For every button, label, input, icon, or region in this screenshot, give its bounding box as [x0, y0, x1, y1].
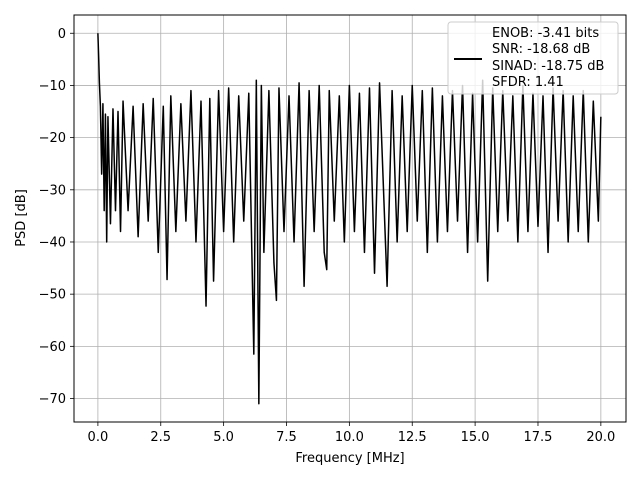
x-tick-label: 7.5 — [276, 430, 297, 445]
y-tick-label: −60 — [39, 340, 66, 355]
y-axis-title: PSD [dB] — [14, 189, 29, 247]
y-tick-label: −50 — [39, 288, 66, 303]
x-tick-label: 15.0 — [461, 430, 490, 445]
y-tick-label: −30 — [39, 183, 66, 198]
y-tick-label: 0 — [58, 27, 66, 42]
x-tick-label: 10.0 — [335, 430, 364, 445]
y-tick-label: −10 — [39, 79, 66, 94]
legend-entry: SINAD: -18.75 dB — [492, 59, 604, 74]
legend-entry: ENOB: -3.41 bits — [492, 26, 599, 41]
legend-entry: SNR: -18.68 dB — [492, 42, 590, 57]
legend-entry: SFDR: 1.41 — [492, 75, 564, 90]
y-axis: 0 −10 −20 −30 −40 −50 −60 −70 — [39, 27, 74, 407]
x-tick-label: 20.0 — [586, 430, 615, 445]
y-tick-label: −70 — [39, 392, 66, 407]
x-tick-label: 0.0 — [88, 430, 109, 445]
x-axis-title: Frequency [MHz] — [295, 451, 404, 466]
x-axis: 0.0 2.5 5.0 7.5 10.0 12.5 15.0 17.5 20.0 — [88, 422, 615, 445]
x-tick-label: 17.5 — [524, 430, 553, 445]
x-tick-label: 12.5 — [398, 430, 427, 445]
series-layer — [97, 33, 602, 405]
psd-series-line — [97, 33, 602, 405]
plot-area — [97, 33, 602, 405]
x-tick-label: 2.5 — [150, 430, 171, 445]
legend: ENOB: -3.41 bits SNR: -18.68 dB SINAD: -… — [447, 21, 619, 95]
x-tick-label: 5.0 — [213, 430, 234, 445]
y-tick-label: −20 — [39, 131, 66, 146]
legend-box — [447, 21, 619, 95]
axes-frame — [73, 14, 627, 423]
y-tick-label: −40 — [39, 235, 66, 250]
